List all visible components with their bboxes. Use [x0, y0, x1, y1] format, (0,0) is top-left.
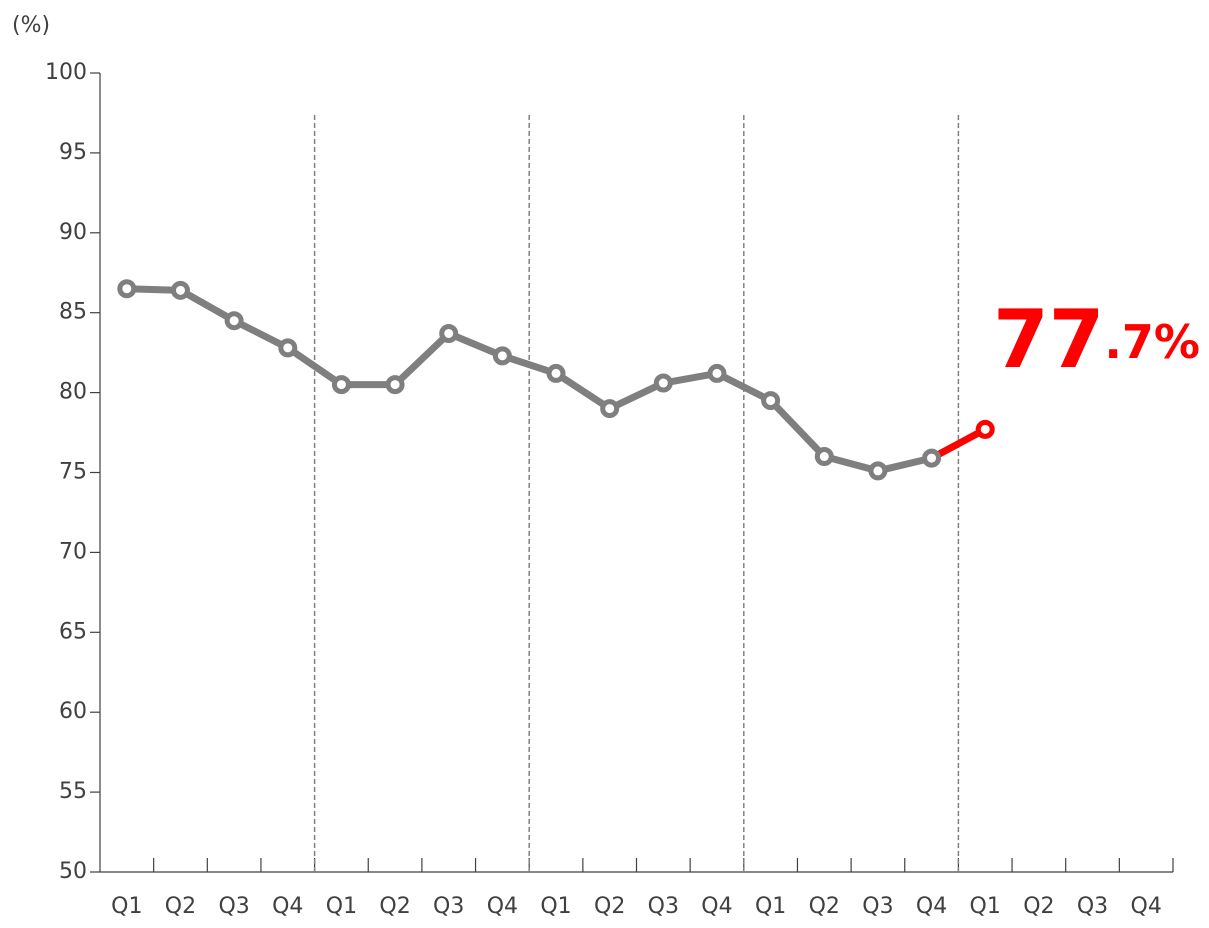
marker: [331, 375, 351, 395]
y-tick-label: 70: [59, 539, 87, 564]
x-tick-label: Q3: [218, 894, 249, 919]
x-tick-label: Q4: [272, 894, 303, 919]
marker: [439, 323, 459, 343]
x-tick-label: Q3: [648, 894, 679, 919]
y-axis-label: (%): [12, 13, 50, 38]
line: [126, 285, 933, 475]
marker: [170, 280, 190, 300]
x-tick-label: Q2: [1023, 894, 1054, 919]
x-tick-label: Q4: [487, 894, 518, 919]
y-tick-label: 80: [59, 380, 87, 405]
x-tick-label: Q1: [326, 894, 357, 919]
x-tick-label: Q4: [1131, 894, 1162, 919]
marker: [975, 419, 995, 439]
marker: [492, 346, 512, 366]
y-tick-label: 85: [59, 300, 87, 325]
x-tick-label: Q2: [379, 894, 410, 919]
marker: [117, 279, 137, 299]
x-tick-label: Q1: [970, 894, 1001, 919]
x-tick-label: Q2: [594, 894, 625, 919]
value-label-main: 77: [993, 293, 1104, 386]
y-tick-label: 60: [59, 699, 87, 724]
x-tick-label: Q3: [862, 894, 893, 919]
marker: [868, 461, 888, 481]
marker: [546, 363, 566, 383]
x-tick-label: Q3: [433, 894, 464, 919]
line-highlight: [929, 426, 987, 462]
x-tick-label: Q1: [111, 894, 142, 919]
marker: [707, 363, 727, 383]
y-tick-label: 95: [59, 140, 87, 165]
marker: [278, 338, 298, 358]
x-tick-label: Q4: [701, 894, 732, 919]
value-label: 77.7%: [993, 293, 1200, 386]
x-tick-label: Q2: [809, 894, 840, 919]
y-tick-label: 100: [45, 60, 87, 85]
y-tick-label: 90: [59, 220, 87, 245]
marker: [385, 375, 405, 395]
y-tick-label: 75: [59, 460, 87, 485]
value-label-sub: .7%: [1104, 315, 1200, 369]
marker: [653, 373, 673, 393]
marker: [761, 391, 781, 411]
x-tick-label: Q3: [1077, 894, 1108, 919]
x-tick-label: Q4: [916, 894, 947, 919]
y-tick-label: 65: [59, 619, 87, 644]
y-tick-label: 55: [59, 779, 87, 804]
marker: [224, 311, 244, 331]
x-tick-label: Q1: [755, 894, 786, 919]
y-tick-label: 50: [59, 859, 87, 884]
marker: [600, 399, 620, 419]
marker: [814, 447, 834, 467]
x-tick-label: Q1: [540, 894, 571, 919]
marker: [922, 448, 942, 468]
x-tick-label: Q2: [165, 894, 196, 919]
